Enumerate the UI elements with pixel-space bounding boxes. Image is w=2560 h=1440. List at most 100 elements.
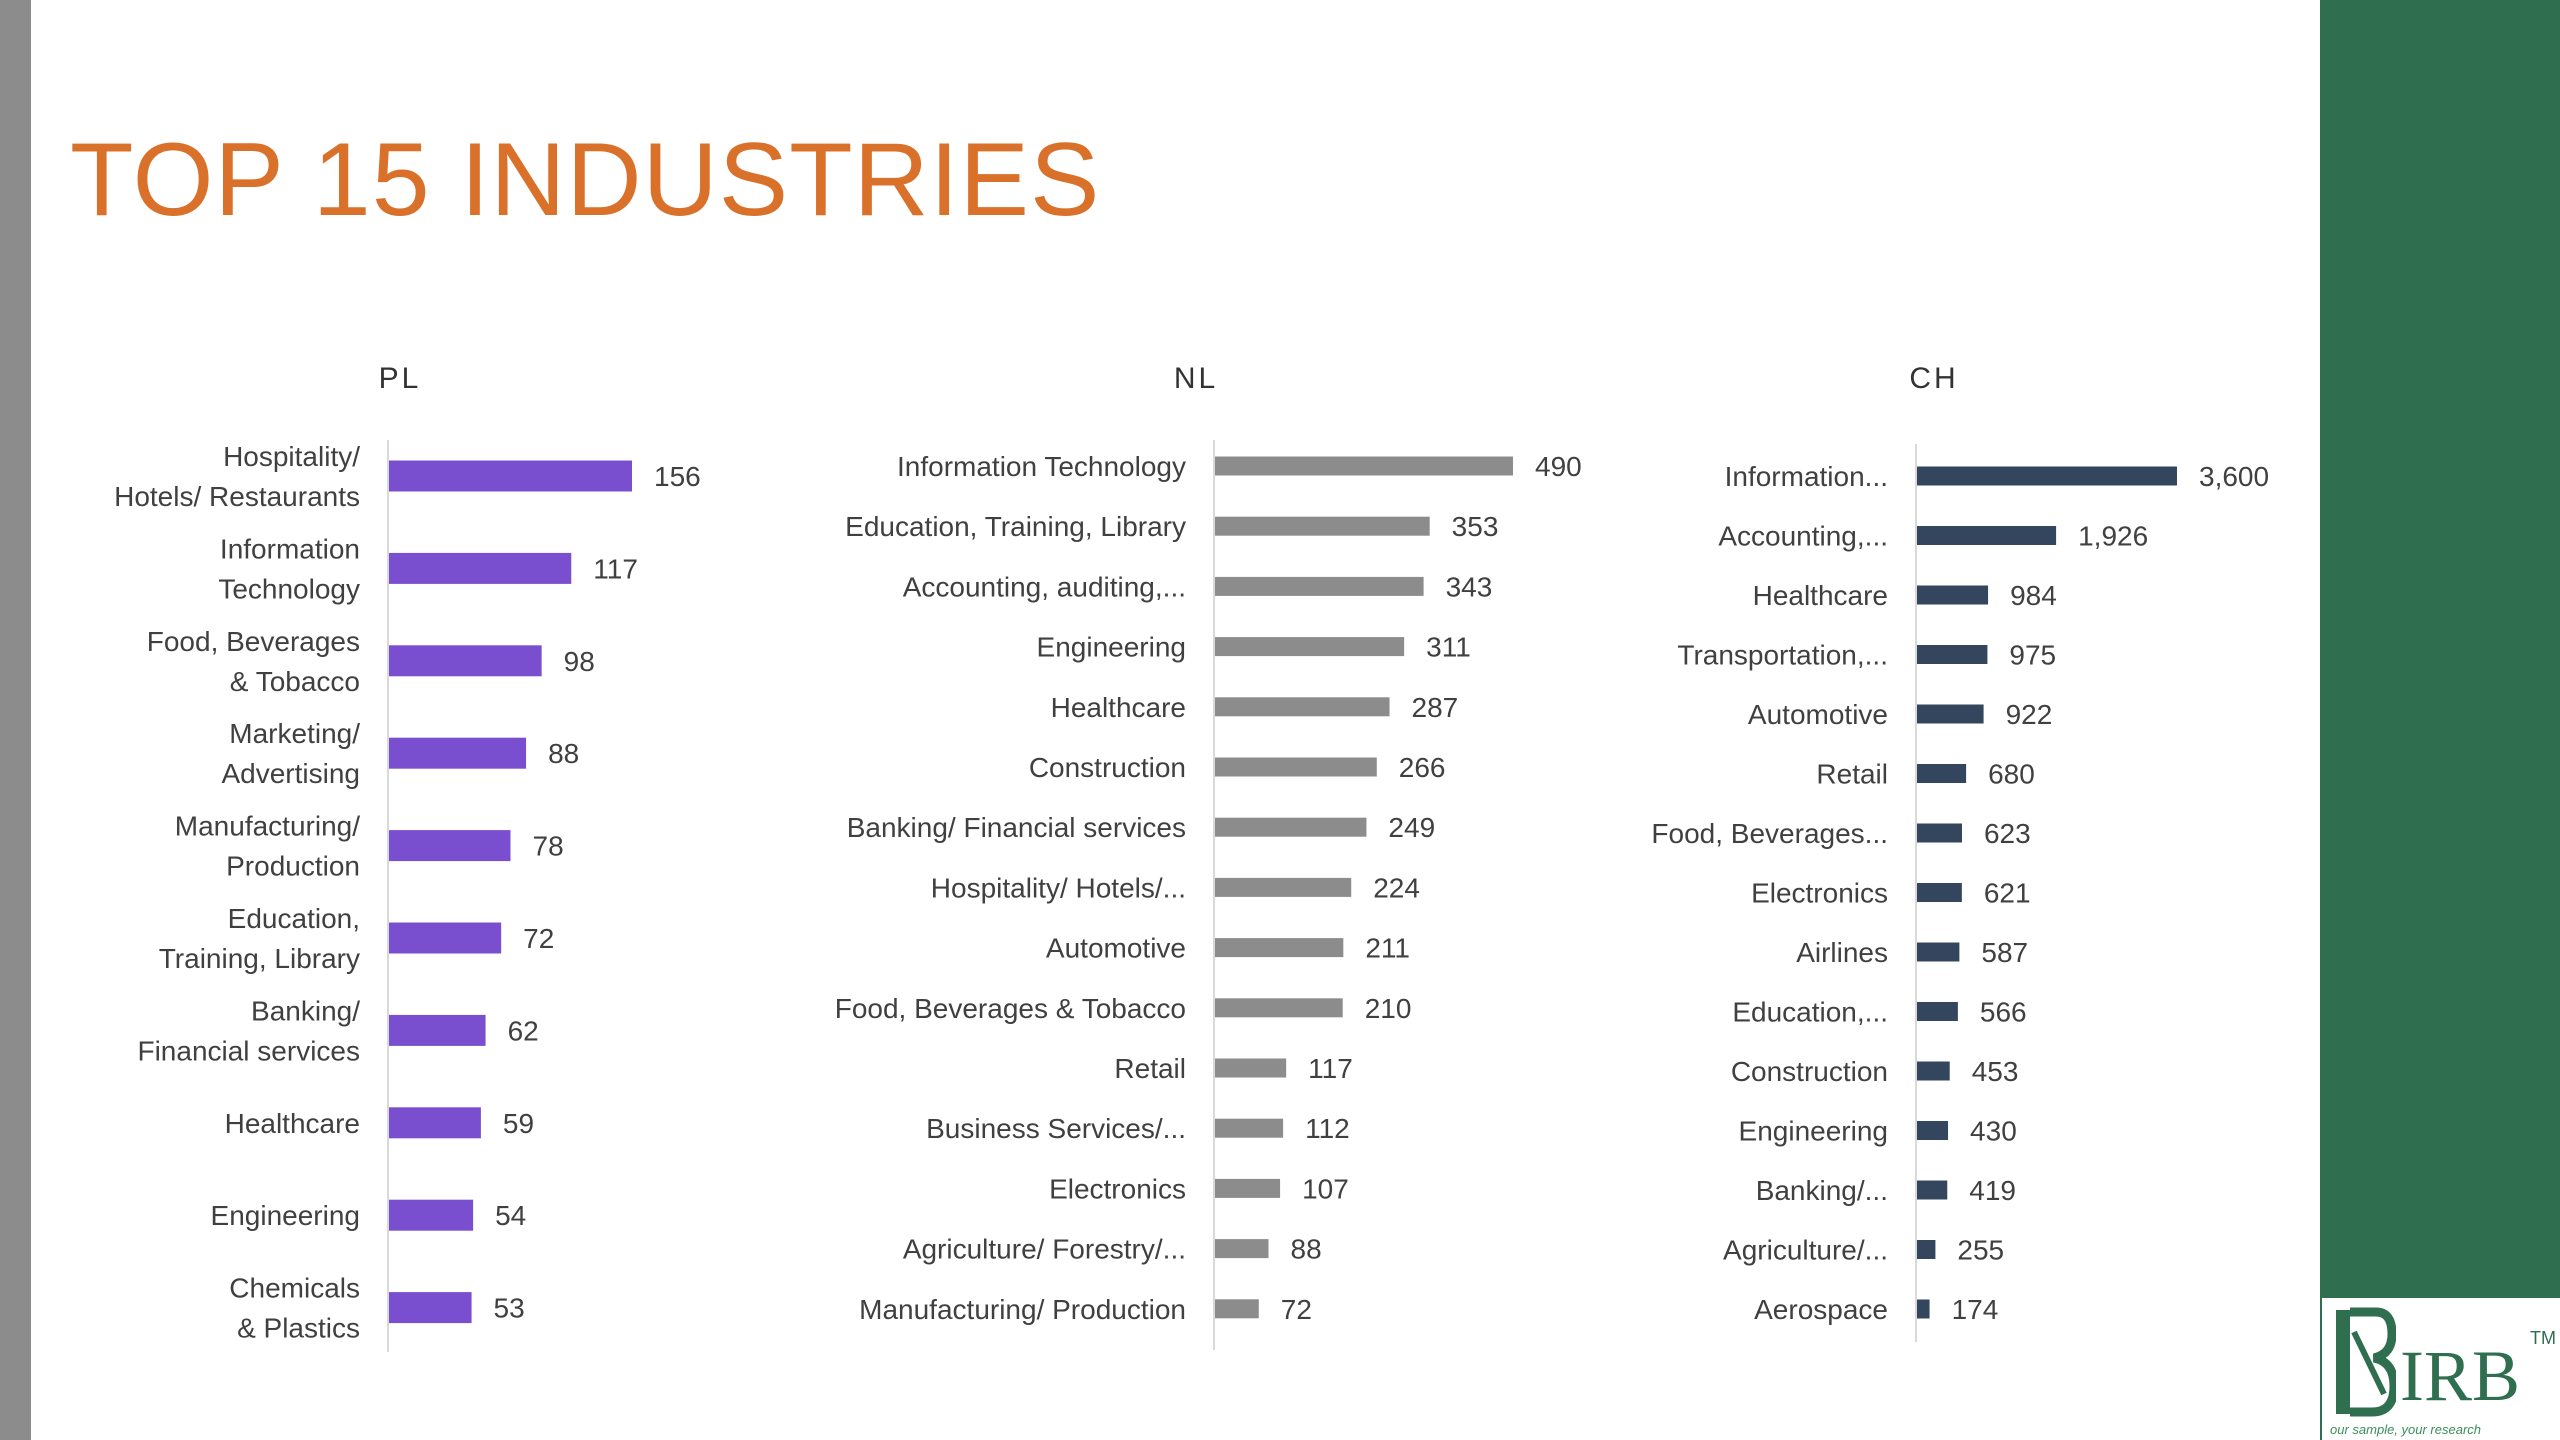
bar-ch — [1917, 645, 1988, 664]
value-label-ch: 587 — [1981, 937, 2028, 968]
value-label-nl: 249 — [1388, 812, 1435, 843]
value-label-ch: 984 — [2010, 580, 2057, 611]
chart-ch: CH 3,600 Information... 1,926 Accounting,...… — [1651, 362, 2269, 1342]
category-label-nl: Retail — [1114, 1053, 1186, 1084]
category-label-nl: Construction — [1029, 752, 1186, 783]
value-label-ch: 975 — [2009, 640, 2056, 671]
category-label-pl: Information Technology — [218, 533, 360, 604]
category-label-pl: Food, Beverages & Tobacco — [147, 626, 360, 697]
bar-nl — [1215, 697, 1390, 717]
value-label-ch: 453 — [1972, 1056, 2019, 1087]
value-label-nl: 353 — [1452, 511, 1499, 542]
value-label-nl: 117 — [1308, 1053, 1353, 1084]
category-label-nl: Healthcare — [1051, 692, 1186, 723]
bar-pl — [389, 460, 632, 492]
bar-nl — [1215, 1118, 1284, 1138]
value-label-pl: 72 — [523, 923, 554, 954]
bar-pl — [389, 1199, 474, 1231]
bar-nl — [1215, 877, 1352, 897]
bar-pl — [389, 1292, 472, 1324]
bar-ch — [1917, 526, 2057, 545]
left-edge-bar — [0, 0, 31, 1440]
category-label-ch: Food, Beverages... — [1651, 818, 1888, 849]
bar-ch — [1917, 823, 1962, 843]
logo-tagline: our sample, your research — [2330, 1422, 2482, 1437]
value-label-ch: 255 — [1957, 1235, 2004, 1266]
category-label-nl: Engineering — [1037, 632, 1186, 663]
category-label-ch: Agriculture/... — [1723, 1235, 1888, 1266]
bar-ch — [1917, 883, 1962, 902]
category-label-nl: Accounting, auditing,... — [903, 571, 1186, 602]
value-label-ch: 174 — [1952, 1294, 1999, 1325]
bar-nl — [1215, 516, 1430, 536]
category-label-nl: Information Technology — [897, 451, 1186, 482]
industry-charts: PL 156 Hospitality/Hotels/ Restaurants 117 I… — [114, 362, 2269, 1352]
value-label-pl: 53 — [494, 1293, 525, 1324]
value-label-pl: 98 — [564, 646, 595, 677]
category-label-ch: Retail — [1816, 759, 1888, 790]
bar-ch — [1917, 1061, 1950, 1081]
value-label-nl: 490 — [1535, 451, 1582, 482]
category-label-nl: Business Services/... — [926, 1113, 1186, 1144]
value-label-nl: 107 — [1302, 1173, 1349, 1204]
bar-nl — [1215, 817, 1367, 837]
value-label-ch: 680 — [1988, 759, 2035, 790]
bar-nl — [1215, 576, 1424, 596]
bar-ch — [1917, 1002, 1958, 1021]
category-label-pl: Marketing/Advertising — [221, 718, 360, 789]
category-label-ch: Airlines — [1796, 937, 1888, 968]
right-side-panel — [2320, 0, 2560, 1440]
value-label-nl: 88 — [1291, 1234, 1322, 1265]
bar-ch — [1917, 764, 1967, 783]
category-label-ch: Aerospace — [1754, 1294, 1888, 1325]
category-label-nl: Automotive — [1046, 933, 1186, 964]
bar-nl — [1215, 938, 1344, 958]
value-label-ch: 419 — [1969, 1175, 2016, 1206]
value-label-pl: 88 — [548, 738, 579, 769]
bar-nl — [1215, 998, 1343, 1018]
value-label-ch: 922 — [2006, 699, 2053, 730]
bar-ch — [1917, 704, 1984, 724]
category-label-nl: Banking/ Financial services — [847, 812, 1186, 843]
bar-pl — [389, 552, 572, 584]
value-label-ch: 621 — [1984, 878, 2031, 909]
bar-pl — [389, 922, 502, 954]
chart-title-nl: NL — [1174, 362, 1218, 395]
category-label-pl: Manufacturing/Production — [175, 811, 360, 882]
value-label-pl: 156 — [654, 461, 701, 492]
bar-ch — [1917, 1121, 1949, 1140]
bar-nl — [1215, 1239, 1269, 1259]
value-label-ch: 623 — [1984, 818, 2031, 849]
bar-pl — [389, 737, 527, 769]
category-label-pl: Engineering — [211, 1200, 360, 1231]
bar-nl — [1215, 1299, 1259, 1319]
category-label-nl: Education, Training, Library — [845, 511, 1186, 542]
bar-ch — [1917, 466, 2177, 486]
bar-pl — [389, 1107, 481, 1139]
category-label-ch: Construction — [1731, 1056, 1888, 1087]
category-label-ch: Accounting,... — [1718, 521, 1888, 552]
chart-pl: PL 156 Hospitality/Hotels/ Restaurants 117 I… — [114, 362, 701, 1352]
category-label-ch: Education,... — [1732, 997, 1888, 1028]
page-title: TOP 15 INDUSTRIES — [70, 122, 1101, 238]
bar-nl — [1215, 456, 1513, 476]
category-label-ch: Engineering — [1739, 1116, 1888, 1147]
value-label-ch: 430 — [1970, 1116, 2017, 1147]
irb-logo-mark-icon — [2336, 1307, 2396, 1417]
bar-ch — [1917, 1299, 1930, 1319]
value-label-nl: 343 — [1446, 571, 1493, 602]
value-label-nl: 211 — [1365, 933, 1410, 964]
bar-pl — [389, 830, 511, 862]
value-label-pl: 117 — [593, 553, 638, 584]
bar-ch — [1917, 1240, 1936, 1259]
bar-pl — [389, 645, 542, 677]
bar-nl — [1215, 757, 1377, 777]
chart-title-pl: PL — [379, 362, 422, 395]
value-label-ch: 566 — [1980, 997, 2027, 1028]
value-label-nl: 72 — [1281, 1294, 1312, 1325]
value-label-pl: 62 — [508, 1015, 539, 1046]
category-label-pl: Healthcare — [225, 1108, 360, 1139]
category-label-nl: Hospitality/ Hotels/... — [931, 872, 1186, 903]
category-label-ch: Transportation,... — [1677, 640, 1888, 671]
trademark-symbol: TM — [2530, 1328, 2556, 1348]
